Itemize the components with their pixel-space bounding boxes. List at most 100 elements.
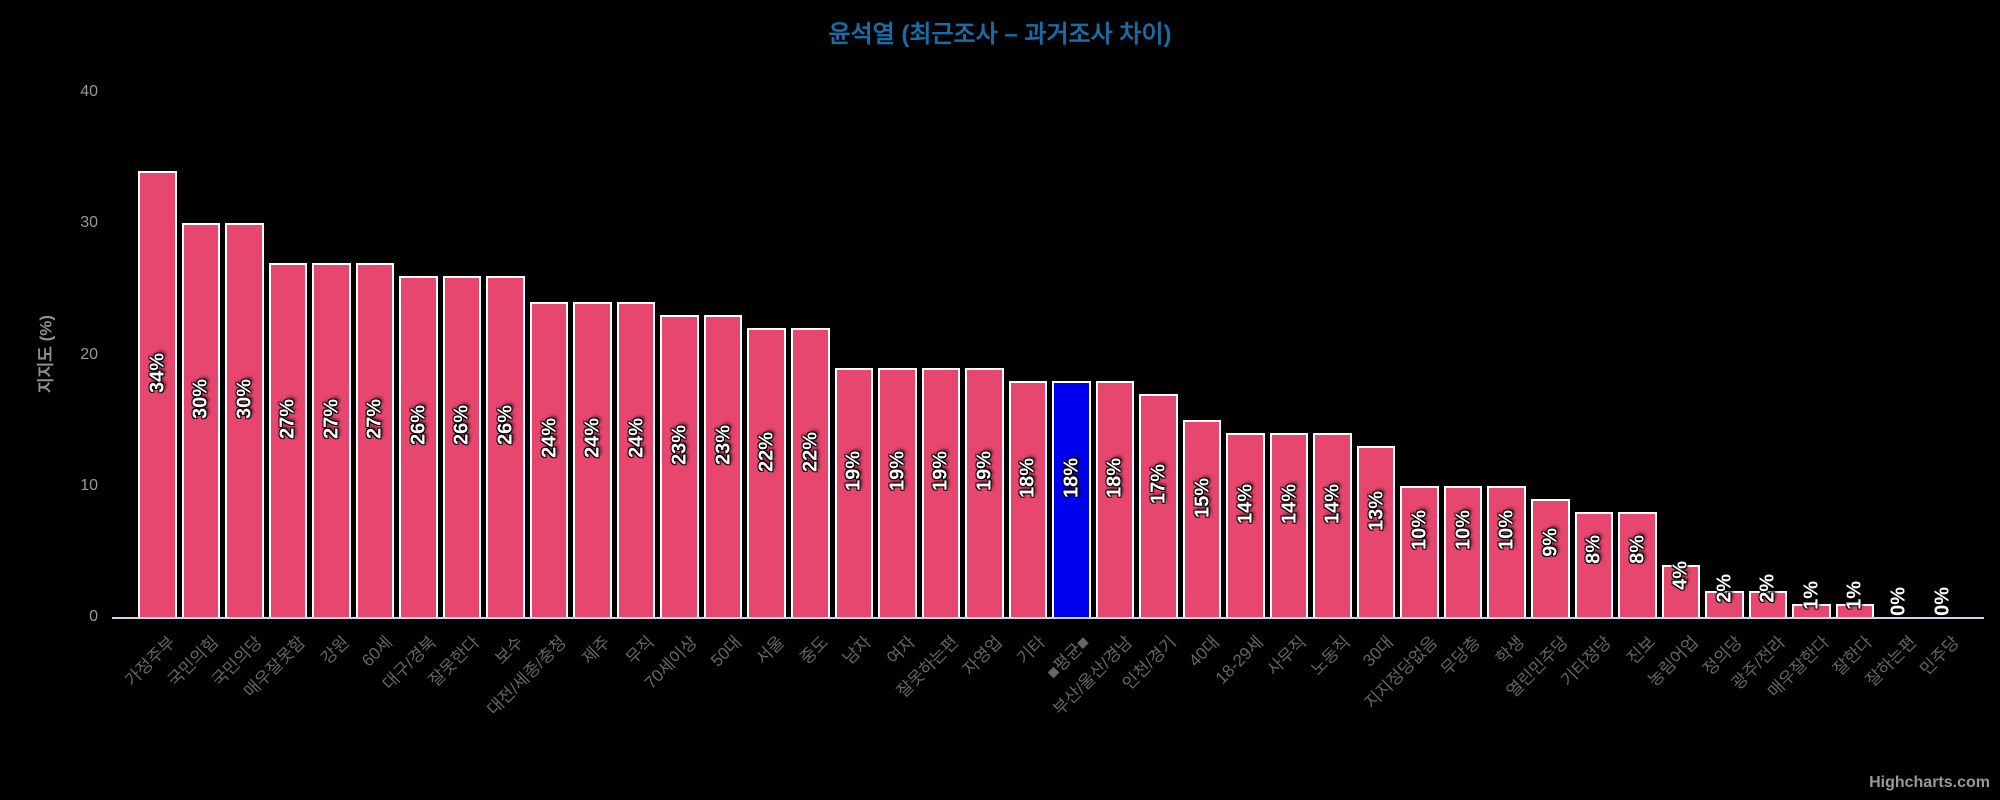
x-axis-label: 남자	[839, 632, 876, 669]
bar-column: 26%	[441, 92, 485, 617]
bar[interactable]	[181, 223, 221, 617]
bar[interactable]	[747, 328, 786, 617]
highcharts-credit-link[interactable]: Highcharts.com	[1869, 774, 1990, 791]
bar[interactable]	[1835, 603, 1875, 617]
bar-highlighted[interactable]	[1052, 380, 1091, 617]
x-axis-label: 대전/세종/충청	[483, 632, 571, 720]
bar[interactable]	[138, 170, 177, 617]
bar[interactable]	[878, 367, 917, 617]
bar[interactable]	[573, 302, 612, 617]
bar-value-label: 23%	[712, 425, 735, 466]
bar[interactable]	[1661, 564, 1701, 617]
bar-value-label: 18%	[1016, 457, 1039, 498]
bar-column: 15%	[1181, 92, 1225, 617]
bar[interactable]	[1008, 380, 1048, 617]
bar[interactable]	[1574, 512, 1614, 617]
bar-column: 1%	[1834, 92, 1878, 617]
x-axis-label: 사무직	[1263, 632, 1311, 680]
bar-value-label: 24%	[581, 418, 604, 459]
bar-column: 26%	[484, 92, 528, 617]
bar-value-label: 2%	[1713, 573, 1736, 603]
x-axis-label: 강원	[317, 632, 353, 669]
bar[interactable]	[529, 302, 569, 617]
bar[interactable]	[225, 223, 264, 617]
bar-column: 2%	[1747, 92, 1791, 617]
bar[interactable]	[790, 328, 830, 617]
x-axis-label: 노동직	[1307, 632, 1354, 680]
y-axis-tick-label: 20	[80, 345, 98, 363]
bar-value-label: 19%	[842, 451, 865, 492]
bar-column: 19%	[876, 92, 920, 617]
bar[interactable]	[442, 275, 482, 617]
bar[interactable]	[1095, 380, 1135, 617]
y-axis-tick-label: 0	[89, 608, 98, 625]
bar-column: 19%	[963, 92, 1007, 617]
y-axis-tick-label: 40	[80, 83, 98, 100]
bar-column: 23%	[702, 92, 746, 617]
bar-column: 23%	[658, 92, 702, 617]
bar[interactable]	[703, 315, 743, 617]
bar-column: 0%	[1921, 92, 1965, 617]
bar-column: 27%	[267, 92, 311, 617]
bar-column: 26%	[397, 92, 441, 617]
bar[interactable]	[268, 262, 308, 617]
bar-value-label: 26%	[407, 405, 430, 446]
bar-value-label: 8%	[1626, 534, 1649, 564]
bar[interactable]	[1443, 485, 1483, 617]
bar-value-label: 27%	[363, 398, 386, 439]
bar[interactable]	[1792, 603, 1831, 617]
bar[interactable]	[399, 275, 438, 617]
bar-value-label: 14%	[1321, 484, 1344, 525]
bar[interactable]	[834, 367, 874, 617]
y-axis-tick-label: 10	[80, 476, 98, 494]
bar-value-label: 15%	[1191, 477, 1214, 518]
bar-column: 14%	[1268, 92, 1312, 617]
bar[interactable]	[312, 262, 351, 617]
bar[interactable]	[355, 262, 395, 617]
bar[interactable]	[1400, 485, 1439, 617]
bar[interactable]	[1487, 485, 1526, 617]
x-axis-label: 50대	[706, 632, 745, 671]
bar[interactable]	[486, 275, 525, 617]
bar-value-label: 1%	[1843, 580, 1866, 610]
bar-value-label: 10%	[1452, 510, 1475, 551]
bar[interactable]	[1356, 446, 1396, 617]
bar[interactable]	[1748, 590, 1788, 617]
bar[interactable]	[1705, 590, 1744, 617]
bar[interactable]	[1618, 512, 1657, 617]
x-axis-label: 제주	[578, 632, 614, 669]
bar-column: 8%	[1573, 92, 1617, 617]
bar[interactable]	[1139, 393, 1178, 617]
bar-column: 19%	[833, 92, 877, 617]
bar-column: 18%	[1007, 92, 1051, 617]
bar-column: 0%	[1877, 92, 1921, 617]
bar[interactable]	[1226, 433, 1265, 617]
bar[interactable]	[965, 367, 1004, 617]
bar-value-label: 1%	[1800, 580, 1823, 610]
bar-value-label: 30%	[233, 379, 256, 420]
chart-title: 윤석열 (최근조사 – 과거조사 차이)	[828, 21, 1172, 48]
bar[interactable]	[1531, 498, 1570, 617]
bar[interactable]	[1313, 433, 1352, 617]
x-axis-label: 중도	[796, 632, 832, 669]
bar-value-label: 19%	[929, 451, 952, 492]
bar-value-label: 10%	[1408, 510, 1431, 551]
bar[interactable]	[616, 302, 656, 617]
bar[interactable]	[1269, 433, 1309, 617]
bar-value-label: 34%	[146, 352, 169, 393]
bar[interactable]	[660, 315, 699, 617]
x-axis-label: 18-29세	[1211, 632, 1267, 688]
bar[interactable]	[1182, 420, 1222, 617]
bar[interactable]	[921, 367, 961, 617]
bar-column: 30%	[223, 92, 267, 617]
bar-value-label: 9%	[1539, 528, 1562, 557]
x-axis-label: 무당층	[1437, 632, 1485, 680]
bar-column: 18%	[1050, 92, 1094, 617]
bar-column: 14%	[1311, 92, 1355, 617]
bar-column: 8%	[1616, 92, 1660, 617]
y-axis-tick-label: 30	[80, 214, 98, 232]
bar-column: 14%	[1224, 92, 1268, 617]
x-axis-label: 서울	[752, 632, 789, 669]
bar-column: 10%	[1398, 92, 1442, 617]
bar-value-label: 18%	[1103, 457, 1126, 498]
